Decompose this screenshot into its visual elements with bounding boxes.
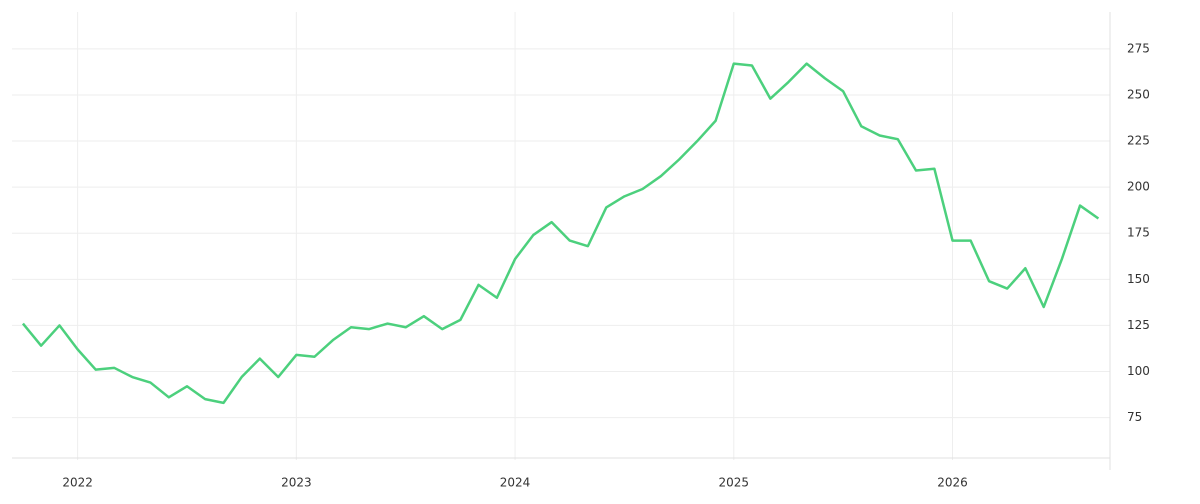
x-tick-label: 2024 (500, 476, 531, 490)
y-tick-label: 75 (1127, 410, 1142, 424)
y-tick-label: 275 (1127, 41, 1150, 55)
x-tick-label: 2023 (281, 476, 312, 490)
y-tick-label: 175 (1127, 226, 1150, 240)
x-tick-label: 2025 (719, 476, 750, 490)
y-tick-label: 250 (1127, 87, 1150, 101)
y-tick-label: 200 (1127, 180, 1150, 194)
y-tick-label: 225 (1127, 134, 1150, 148)
y-tick-label: 125 (1127, 318, 1150, 332)
x-tick-label: 2026 (937, 476, 968, 490)
x-tick-label: 2022 (62, 476, 93, 490)
y-tick-label: 100 (1127, 364, 1150, 378)
y-tick-label: 150 (1127, 272, 1150, 286)
line (21, 62, 1100, 405)
